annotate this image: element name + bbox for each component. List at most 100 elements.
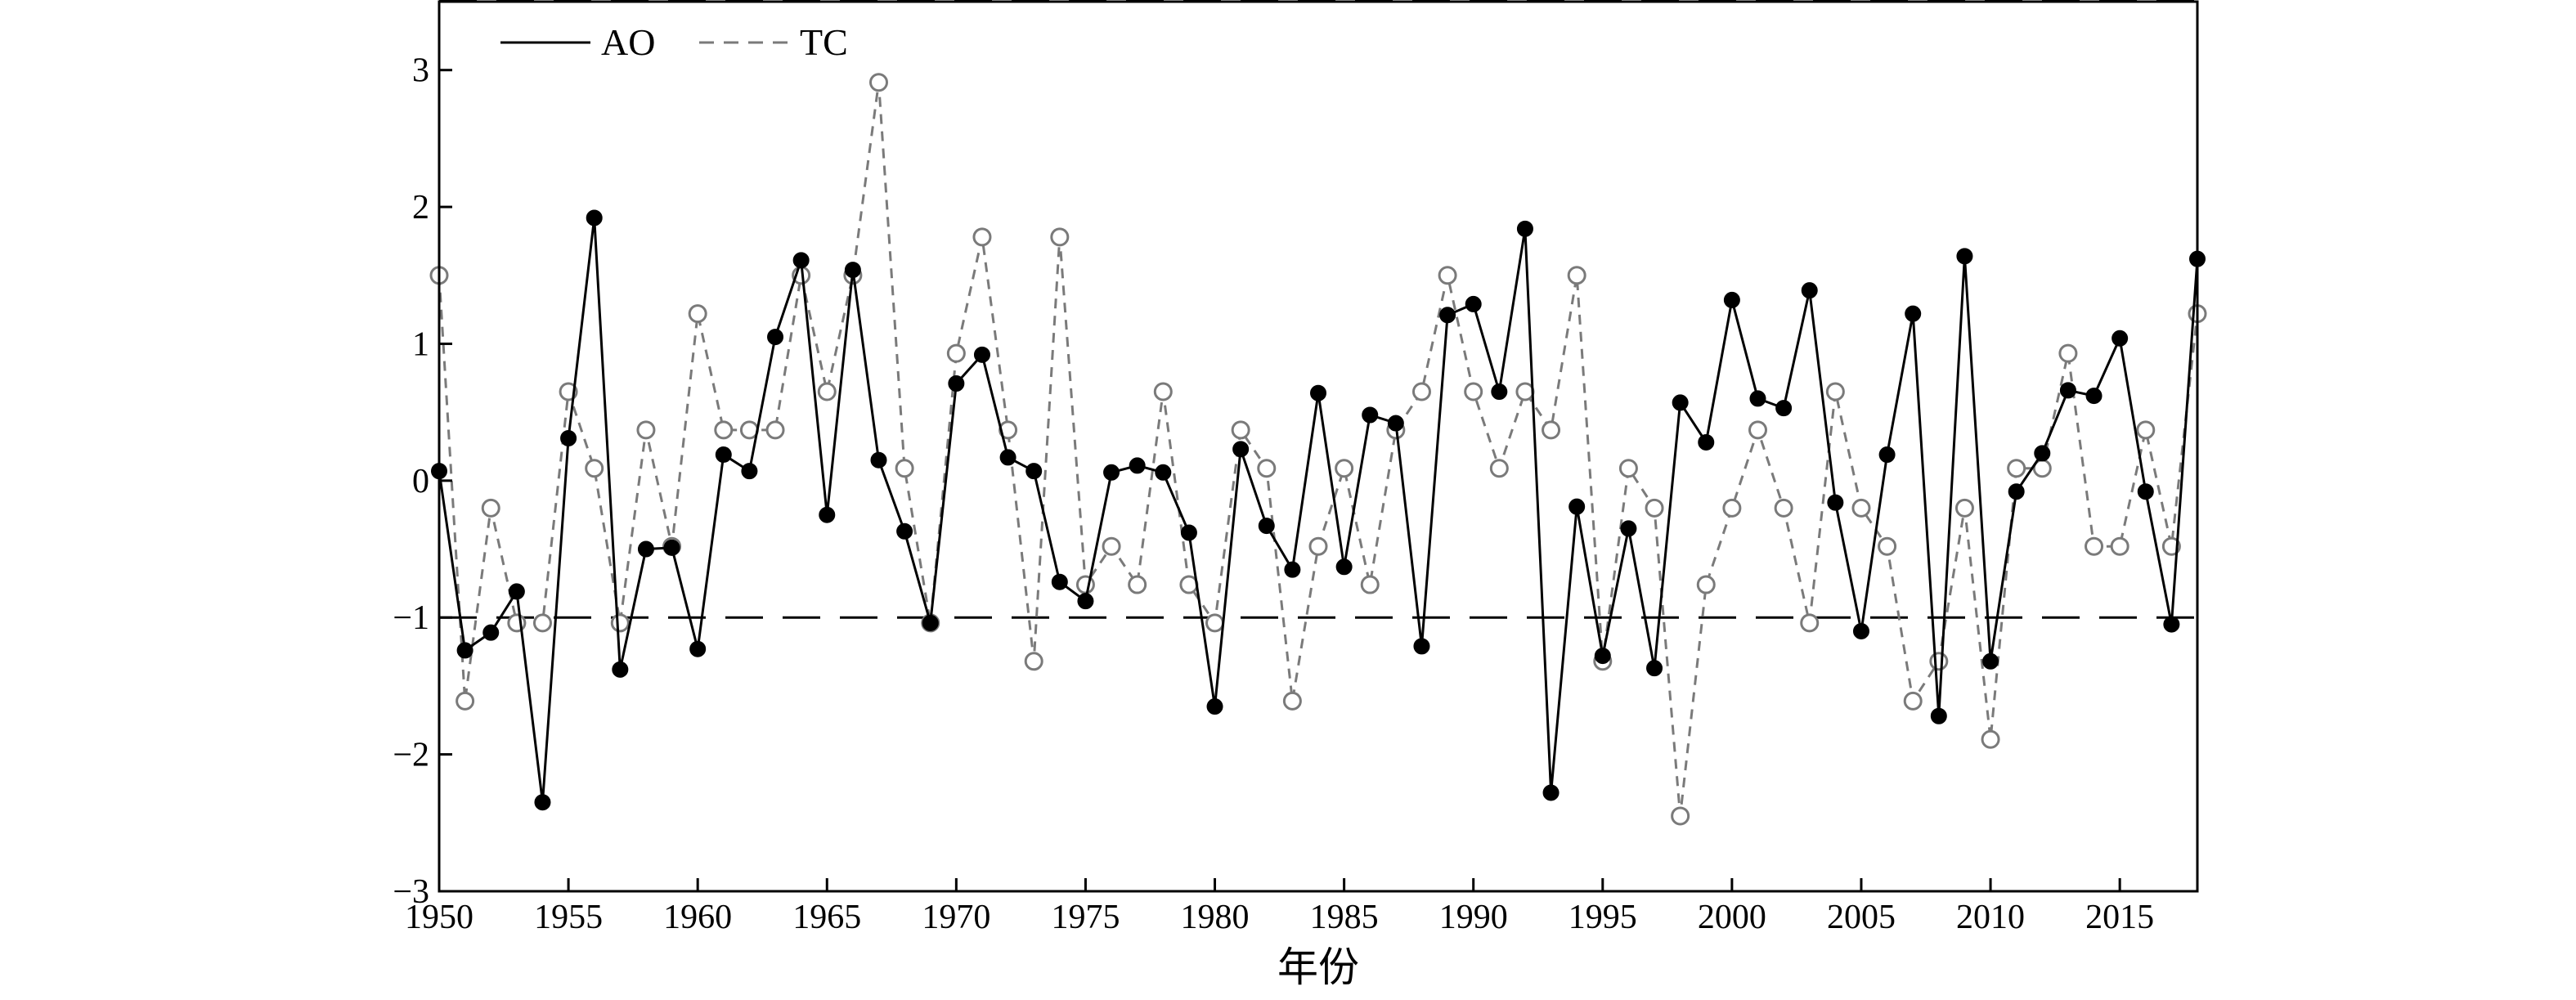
y-axis: −3 −2 −1 0 1 2 3 (393, 52, 452, 911)
data-point-tc (1981, 729, 2000, 749)
data-point-tc (1050, 227, 1070, 247)
x-tick-label: 2010 (1956, 899, 2025, 936)
data-point-tc (1774, 498, 1793, 518)
data-point-ao (612, 661, 629, 678)
data-point-tc (714, 420, 734, 440)
data-point-tc (636, 420, 656, 440)
data-point-tc (1542, 420, 1561, 440)
data-point-ao (767, 329, 784, 346)
data-point-tc (765, 420, 785, 440)
data-point-tc (1282, 691, 1302, 711)
data-point-ao (1930, 707, 1947, 724)
data-point-ao (456, 642, 473, 659)
data-point-ao (948, 375, 965, 392)
data-point-ao (1672, 394, 1689, 411)
data-point-ao (1568, 498, 1586, 515)
data-point-tc (1748, 420, 1767, 440)
data-point-ao (1749, 390, 1766, 407)
data-point-tc (456, 691, 475, 711)
data-point-ao (1801, 282, 1818, 299)
legend-label-tc: TC (800, 21, 848, 63)
data-point-ao (482, 624, 500, 641)
data-point-ao (1284, 561, 1301, 578)
data-point-ao (1077, 593, 1094, 610)
x-axis: 1950 1955 1960 1965 1970 1975 1980 1985 1990 1995… (405, 878, 2154, 936)
data-point-ao (1387, 415, 1404, 432)
data-point-ao (999, 449, 1016, 466)
x-tick-label: 2015 (2085, 899, 2154, 936)
data-point-tc (1205, 613, 1225, 633)
data-point-ao (1491, 383, 1508, 401)
data-point-tc (1825, 382, 1845, 401)
data-point-tc (1438, 266, 1457, 285)
data-point-tc (481, 498, 500, 518)
data-point-ao (1723, 291, 1740, 308)
data-point-ao (2059, 382, 2076, 399)
data-point-ao (1646, 660, 1663, 677)
x-tick-label: 1975 (1051, 899, 1120, 936)
legend-label-ao: AO (601, 21, 655, 63)
data-point-tc (2007, 459, 2026, 478)
data-point-ao (1905, 305, 1922, 322)
data-point-tc (1903, 691, 1923, 711)
data-point-ao (1025, 463, 1043, 480)
x-tick-label: 1970 (922, 899, 990, 936)
data-point-tc (1075, 575, 1095, 594)
data-point-ao (715, 446, 732, 464)
data-point-tc (2085, 536, 2104, 556)
data-point-ao (2008, 483, 2025, 500)
data-point-ao (1465, 295, 1482, 312)
data-point-ao (1852, 622, 1869, 639)
data-point-ao (844, 262, 861, 279)
data-point-ao (1258, 518, 1275, 535)
data-point-tc (1618, 459, 1638, 478)
x-tick-label: 1995 (1568, 899, 1637, 936)
data-point-tc (1515, 382, 1535, 401)
data-point-ao (1129, 457, 1146, 474)
data-point-ao (1956, 248, 1973, 265)
data-point-ao (1206, 698, 1223, 715)
data-point-tc (946, 343, 966, 363)
y-tick-label: −3 (393, 873, 429, 911)
data-point-ao (1310, 384, 1326, 401)
data-point-tc (869, 73, 888, 92)
data-point-ao (870, 451, 887, 469)
data-point-tc (1929, 652, 1949, 671)
y-tick-label: 3 (412, 52, 429, 90)
data-point-tc (1489, 459, 1509, 478)
data-point-ao (1982, 652, 1999, 670)
data-point-ao (1362, 406, 1379, 424)
data-point-ao (534, 794, 551, 811)
y-tick-label: −2 (393, 737, 429, 774)
data-point-ao (663, 539, 680, 556)
x-tick-label: 1955 (534, 899, 603, 936)
data-point-tc (817, 382, 837, 401)
data-point-ao (922, 614, 939, 631)
data-point-ao (1827, 494, 1844, 511)
data-point-ao (973, 346, 990, 363)
data-point-tc (1360, 575, 1380, 594)
series-line-tc (438, 81, 2199, 818)
data-point-tc (688, 304, 707, 324)
data-point-ao (560, 429, 577, 446)
data-point-tc (1024, 652, 1043, 671)
x-tick-label: 1950 (405, 899, 473, 936)
data-point-tc (999, 420, 1018, 440)
reference-lines (439, 0, 2197, 619)
series-ao (431, 209, 2206, 811)
data-point-tc (2058, 343, 2078, 363)
data-point-tc (1308, 536, 1328, 556)
data-point-tc (1257, 459, 1277, 478)
data-point-ao (637, 540, 654, 558)
data-point-tc (2110, 536, 2129, 556)
data-point-ao (2085, 388, 2103, 405)
data-point-tc (895, 459, 914, 478)
data-point-tc (1851, 498, 1871, 518)
data-point-ao (1155, 464, 1172, 481)
data-point-tc (1102, 536, 1121, 556)
data-point-ao (1103, 464, 1120, 481)
data-point-ao (819, 506, 836, 523)
legend: AO TC (500, 21, 848, 63)
data-point-ao (2137, 483, 2154, 500)
